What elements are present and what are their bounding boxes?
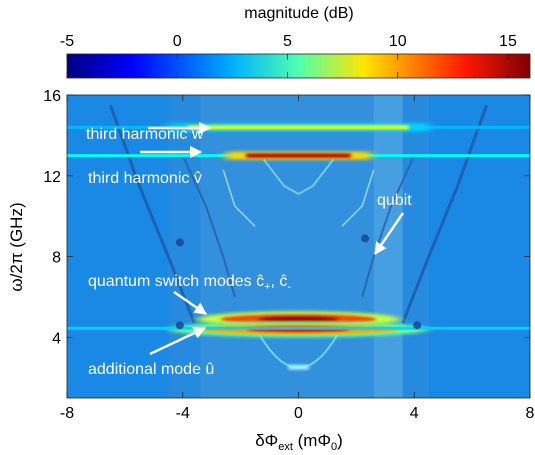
heatmap-features [67,95,530,398]
switch-modes-minus: - [287,281,291,293]
axis-ticks: -8 -4 0 4 8 4 8 12 16 [43,88,534,422]
colorbar-gradient [66,53,531,79]
arrow-switch-modes [173,290,208,316]
arrow-qubit [373,212,405,256]
dark-spot [413,321,422,330]
colorbar-tick-label: 5 [283,33,292,50]
flux-band-inner [200,95,374,398]
x-axis-label-main: δΦ [255,431,278,450]
mode-line-peak [188,125,409,130]
x-axis-label-unit-sub: 0 [331,441,337,453]
switch-modes-mid: , ĉ [271,273,288,290]
annotations: third harmonic ŵ third harmonic v̂ qubit… [86,121,412,378]
x-tick-label: 4 [410,405,419,422]
y-tick-label: 12 [43,169,61,186]
y-tick-label: 4 [52,330,61,347]
dark-spot [361,234,370,243]
colorbar-title: magnitude (dB) [244,5,353,22]
switch-modes-plus: + [264,281,270,293]
x-tick-label: -8 [60,405,74,422]
mode-line [67,326,530,330]
x-axis-label: δΦext (mΦ0) [255,431,343,453]
colorbar-tick-label: -5 [60,33,74,50]
dark-spot [175,238,184,247]
annotation-switch-modes: quantum switch modes ĉ+, ĉ- [88,273,291,293]
right-inner-curve [361,155,416,298]
arrow-additional-mode [149,326,207,356]
colorbar: magnitude (dB) -5 0 5 10 15 [60,5,531,79]
v-branch-left [222,169,256,227]
parabola-curve [262,159,335,196]
left-inner-curve [181,155,236,298]
v-branch-right [341,169,375,227]
switch-band-core [257,316,340,322]
qubit-spot [288,364,309,370]
switch-modes-text: quantum switch modes ĉ [88,273,264,290]
annotation-third-harmonic-v: third harmonic v̂ [88,170,202,187]
x-tick-label: 8 [526,405,535,422]
x-axis-label-close: ) [337,431,343,450]
y-tick-label: 16 [43,88,61,105]
annotation-additional-mode: additional mode û [88,361,214,378]
x-axis-label-unit: (mΦ [293,431,331,450]
right-mode-curve [401,104,489,324]
heatmap-plot: -8 -4 0 4 8 4 8 12 16 [43,88,534,422]
x-tick-label: 0 [294,405,303,422]
y-axis-label: ω/2π (GHz) [7,202,26,291]
background-tint [67,95,530,398]
y-tick-label: 8 [52,250,61,267]
x-tick-label: -4 [176,405,190,422]
colorbar-tick-label: 15 [499,33,517,50]
left-mode-curve [108,104,196,324]
colorbar-tick-label: 0 [173,33,182,50]
colorbar-ticks: -5 0 5 10 15 [60,33,517,78]
annotation-third-harmonic-w: third harmonic ŵ [86,126,204,143]
colorbar-tick-label: 10 [389,33,407,50]
mode-line-peak [246,153,351,158]
annotation-qubit: qubit [377,192,412,209]
x-axis-label-sub: ext [278,441,293,453]
dark-spot [175,321,184,330]
